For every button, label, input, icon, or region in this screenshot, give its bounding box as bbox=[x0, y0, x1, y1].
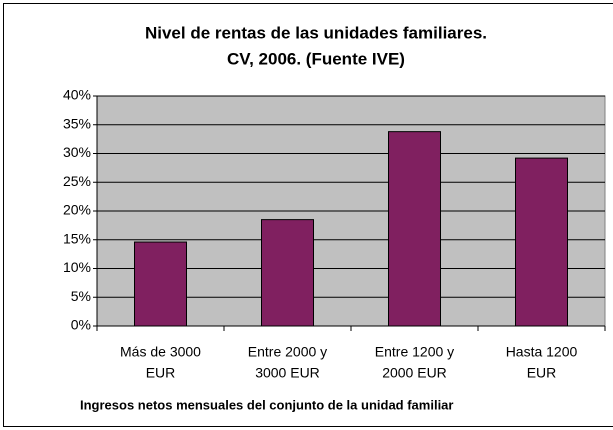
bar bbox=[388, 131, 441, 327]
y-tick-label: 35% bbox=[63, 115, 91, 131]
x-tick-label: 3000 EUR bbox=[255, 365, 320, 381]
chart-title: Nivel de rentas de las unidades familiar… bbox=[145, 23, 487, 42]
chart-title: CV, 2006. (Fuente IVE) bbox=[227, 49, 405, 68]
y-tick-label: 40% bbox=[63, 87, 91, 103]
y-tick-label: 30% bbox=[63, 144, 91, 160]
x-tick-label: Entre 1200 y bbox=[375, 344, 454, 360]
x-tick-label: Entre 2000 y bbox=[248, 344, 327, 360]
bar bbox=[515, 157, 568, 327]
x-tick-label: Hasta 1200 bbox=[506, 344, 578, 360]
y-tick-label: 10% bbox=[63, 259, 91, 275]
x-tick-label: EUR bbox=[146, 365, 176, 381]
y-tick-label: 0% bbox=[71, 317, 91, 333]
x-tick-label: 2000 EUR bbox=[382, 365, 447, 381]
y-tick-label: 25% bbox=[63, 173, 91, 189]
x-tick-label: EUR bbox=[527, 365, 557, 381]
y-tick-label: 5% bbox=[71, 288, 91, 304]
bar bbox=[134, 241, 187, 327]
bar bbox=[261, 219, 314, 327]
y-tick-label: 20% bbox=[63, 202, 91, 218]
x-axis-label: Ingresos netos mensuales del conjunto de… bbox=[80, 397, 453, 412]
y-tick-label: 15% bbox=[63, 230, 91, 246]
x-tick-label: Más de 3000 bbox=[120, 344, 201, 360]
